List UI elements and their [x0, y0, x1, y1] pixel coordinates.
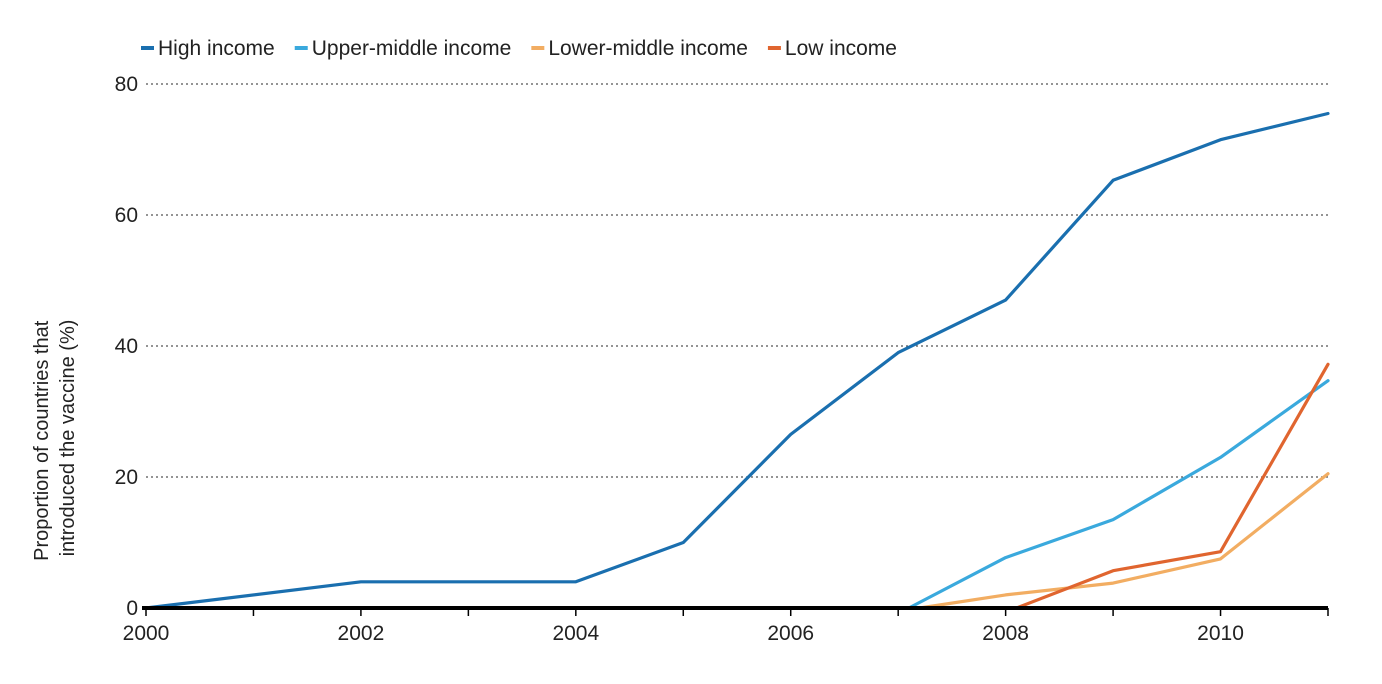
- y-axis-title: Proportion of countries that introduced …: [31, 315, 79, 561]
- legend-label-lower-middle-income: Lower-middle income: [548, 37, 748, 60]
- legend-label-high-income: High income: [158, 37, 275, 60]
- x-tick-label: 2010: [1197, 622, 1244, 645]
- x-tick-label: 2006: [767, 622, 814, 645]
- legend-label-upper-middle-income: Upper-middle income: [312, 37, 512, 60]
- y-tick-label: 20: [115, 466, 138, 489]
- y-axis-title-line-2: introduced the vaccine (%): [57, 320, 79, 557]
- x-axis-ticks: 2000 2002 2004 2006 2008 2010: [123, 608, 1329, 645]
- series-line-lower-middle-income: [918, 472, 1330, 610]
- y-tick-label: 0: [126, 597, 138, 620]
- legend: High income Upper-middle income Lower-midd…: [141, 37, 897, 60]
- y-tick-label: 80: [115, 73, 138, 96]
- series-line-low-income: [1014, 362, 1330, 610]
- series-line-upper-middle-income: [907, 379, 1330, 610]
- y-axis-title-line-1: Proportion of countries that: [31, 320, 53, 561]
- grid: [146, 83, 1328, 478]
- x-tick-label: 2002: [338, 622, 385, 645]
- y-axis-ticks: 0 20 40 60 80: [115, 73, 138, 620]
- x-tick-label: 2004: [552, 622, 599, 645]
- y-tick-label: 40: [115, 335, 138, 358]
- y-tick-label: 60: [115, 204, 138, 227]
- series-line-high-income: [144, 111, 1330, 610]
- x-tick-label: 2008: [982, 622, 1029, 645]
- x-tick-label: 2000: [123, 622, 170, 645]
- series-lines: [144, 111, 1330, 610]
- legend-label-low-income: Low income: [785, 37, 897, 60]
